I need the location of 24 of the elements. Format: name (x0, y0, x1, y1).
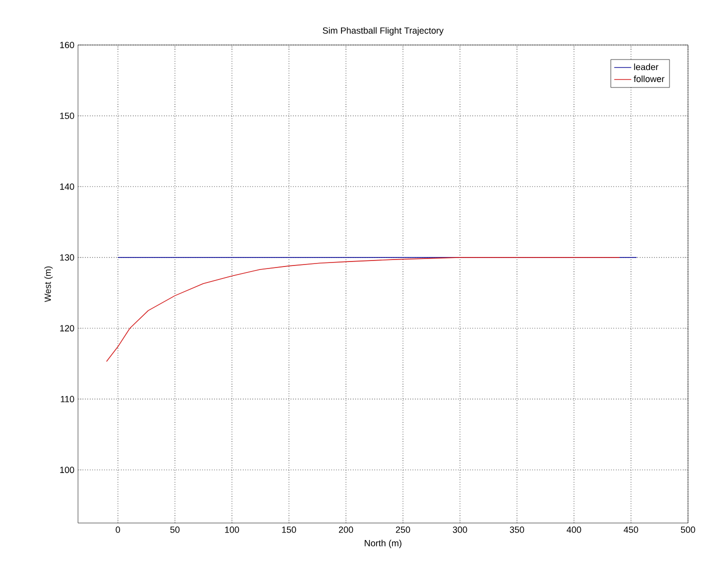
legend-label: leader (634, 64, 658, 70)
y-tick-label: 100 (60, 466, 74, 474)
y-tick-label: 160 (60, 42, 74, 48)
x-tick-label: 500 (680, 526, 696, 533)
x-tick-label: 300 (452, 526, 468, 533)
y-tick-label: 110 (60, 396, 74, 402)
y-tick-label: 140 (60, 183, 74, 190)
x-tick-label: 0 (116, 526, 120, 533)
legend-label: follower (634, 75, 664, 82)
y-tick-label: 130 (60, 254, 74, 261)
y-tick-label: 150 (60, 112, 74, 119)
x-axis-title: North (m) (364, 540, 402, 548)
x-tick-label: 200 (338, 526, 354, 533)
x-tick-label: 400 (566, 526, 582, 533)
x-tick-label: 250 (396, 526, 410, 533)
x-tick-label: 350 (510, 526, 524, 533)
line-series (106, 257, 620, 362)
x-tick-label: 50 (170, 526, 180, 533)
y-tick-label: 120 (60, 325, 74, 332)
chart-title: Sim Phastball Flight Trajectory (322, 27, 444, 36)
x-tick-label: 150 (282, 526, 296, 533)
x-tick-label: 100 (225, 526, 240, 533)
y-axis-title: West (m) (44, 266, 53, 302)
x-tick-label: 450 (624, 526, 638, 533)
